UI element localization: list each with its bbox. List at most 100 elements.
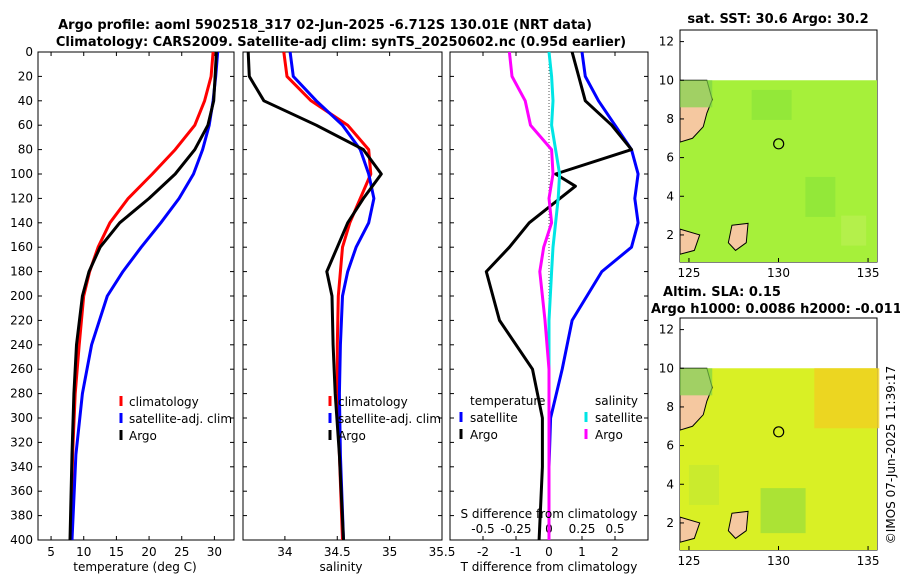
x-tick-label: 135 [857,554,880,568]
temperature-xlabel: temperature (deg C) [73,560,196,574]
y-tick-label: 6 [666,151,674,165]
field-patch [751,89,792,120]
y-tick-label: 100 [10,167,33,181]
s-tick-label: 0.5 [605,522,624,536]
land-mass [679,228,701,255]
y-tick-label: 340 [10,460,33,474]
figure-title-line1: Argo profile: aoml 5902518_317 02-Jun-20… [58,18,592,33]
y-tick-label: 12 [659,35,674,49]
y-tick-label: 180 [10,265,33,279]
land-mass [679,516,701,543]
series-line-climatology [69,51,215,541]
plot-frame [37,51,235,541]
y-tick-label: 4 [666,189,674,203]
legend-label: satellite-adj. clim [338,412,441,426]
land-mass [727,222,749,252]
x-tick-label: 125 [678,554,701,568]
x-tick-label: 34.5 [324,545,351,559]
y-tick-label: 320 [10,435,33,449]
t-difference-xlabel: T difference from climatology [460,560,638,574]
y-tick-label: 120 [10,191,33,205]
argo-float-marker [773,426,785,438]
y-tick-label: 8 [666,400,674,414]
x-tick-label: 0 [545,545,553,559]
series-line-argo [68,51,218,541]
x-tick-label: 15 [109,545,124,559]
y-tick-label: 0 [25,45,33,59]
y-tick-label: 12 [659,323,674,337]
field-patch [760,488,806,534]
y-tick-label: 10 [659,73,674,87]
x-tick-label: 30 [207,545,222,559]
legend-label: satellite [595,411,643,425]
y-tick-label: 2 [666,228,674,242]
x-tick-label: 35 [382,545,397,559]
sla-map-title: Altim. SLA: 0.15 [663,285,781,300]
argo-float-marker [773,138,785,150]
s-tick-label: -0.25 [500,522,531,536]
x-tick-label: 10 [76,545,91,559]
field-patch [805,176,836,217]
sla-map-panel: 125 130 135 2 4 6 8 10 12 [659,317,880,568]
y-tick-label: 80 [18,143,33,157]
series-line-t-satellite [547,51,640,540]
x-tick-label: 130 [767,554,790,568]
y-tick-label: 360 [10,484,33,498]
sla-map-subtitle: Argo h1000: 0.0086 h2000: -0.011 [651,302,900,317]
difference-panel: -2 -1 0 1 2-0.5 -0.25 0 0.25 0.5temperaturesatel… [449,51,649,559]
y-tick-label: 20 [18,69,33,83]
series-line-argo [246,51,383,541]
coastal-patch [680,368,713,396]
x-tick-label: 125 [678,266,701,280]
s-difference-xlabel: S difference from climatology [461,507,638,521]
legend-label: climatology [129,395,199,409]
x-tick-label: 20 [141,545,156,559]
x-tick-label: -1 [510,545,522,559]
x-tick-label: 5 [47,545,55,559]
series-line-satellite-adj-clim [288,51,376,541]
legend-label: satellite-adj. clim [129,412,232,426]
legend-heading: salinity [595,394,638,408]
field-patch [688,464,719,505]
x-tick-label: 34 [277,545,292,559]
sst-map-panel: 125 130 135 2 4 6 8 10 12 [659,29,880,280]
y-tick-label: 300 [10,411,33,425]
sst-map-title: sat. SST: 30.6 Argo: 30.2 [687,12,868,27]
y-tick-label: 10 [659,361,674,375]
y-tick-label: 260 [10,362,33,376]
y-tick-label: 140 [10,216,33,230]
y-tick-label: 40 [18,94,33,108]
y-tick-label: 4 [666,477,674,491]
salinity-panel: 34 34.5 35 35.5 climatology satellite-adj. cl… [242,51,456,559]
legend-label: Argo [470,428,498,442]
legend-label: satellite [470,411,518,425]
x-tick-label: 130 [767,266,790,280]
series-line-t-argo [484,51,633,541]
y-tick-label: 60 [18,118,33,132]
imos-timestamp: ©IMOS 07-Jun-2025 11:39:17 [884,366,898,544]
s-tick-label: -0.5 [471,522,494,536]
temperature-panel: 0 20 40 60 80 100 120 140 160 180 200 220 240 260 280 3… [10,45,235,559]
series-line-s-argo [507,51,555,540]
x-tick-label: -2 [477,545,489,559]
y-tick-label: 200 [10,289,33,303]
field-patch [814,368,880,429]
legend-label: Argo [595,428,623,442]
coastal-patch [680,80,713,108]
salinity-xlabel: salinity [319,560,362,574]
field-patch [841,215,867,246]
y-tick-label: 400 [10,533,33,547]
legend-label: Argo [129,429,157,443]
y-tick-label: 2 [666,516,674,530]
legend-heading: temperature [470,394,545,408]
x-tick-label: 35.5 [429,545,456,559]
figure-title-line2: Climatology: CARS2009. Satellite-adj cli… [56,35,626,50]
y-tick-label: 160 [10,240,33,254]
land-mass [727,510,749,540]
x-tick-label: 135 [857,266,880,280]
x-tick-label: 25 [174,545,189,559]
y-tick-label: 220 [10,313,33,327]
x-tick-label: 2 [611,545,619,559]
s-tick-label: 0.25 [569,522,596,536]
